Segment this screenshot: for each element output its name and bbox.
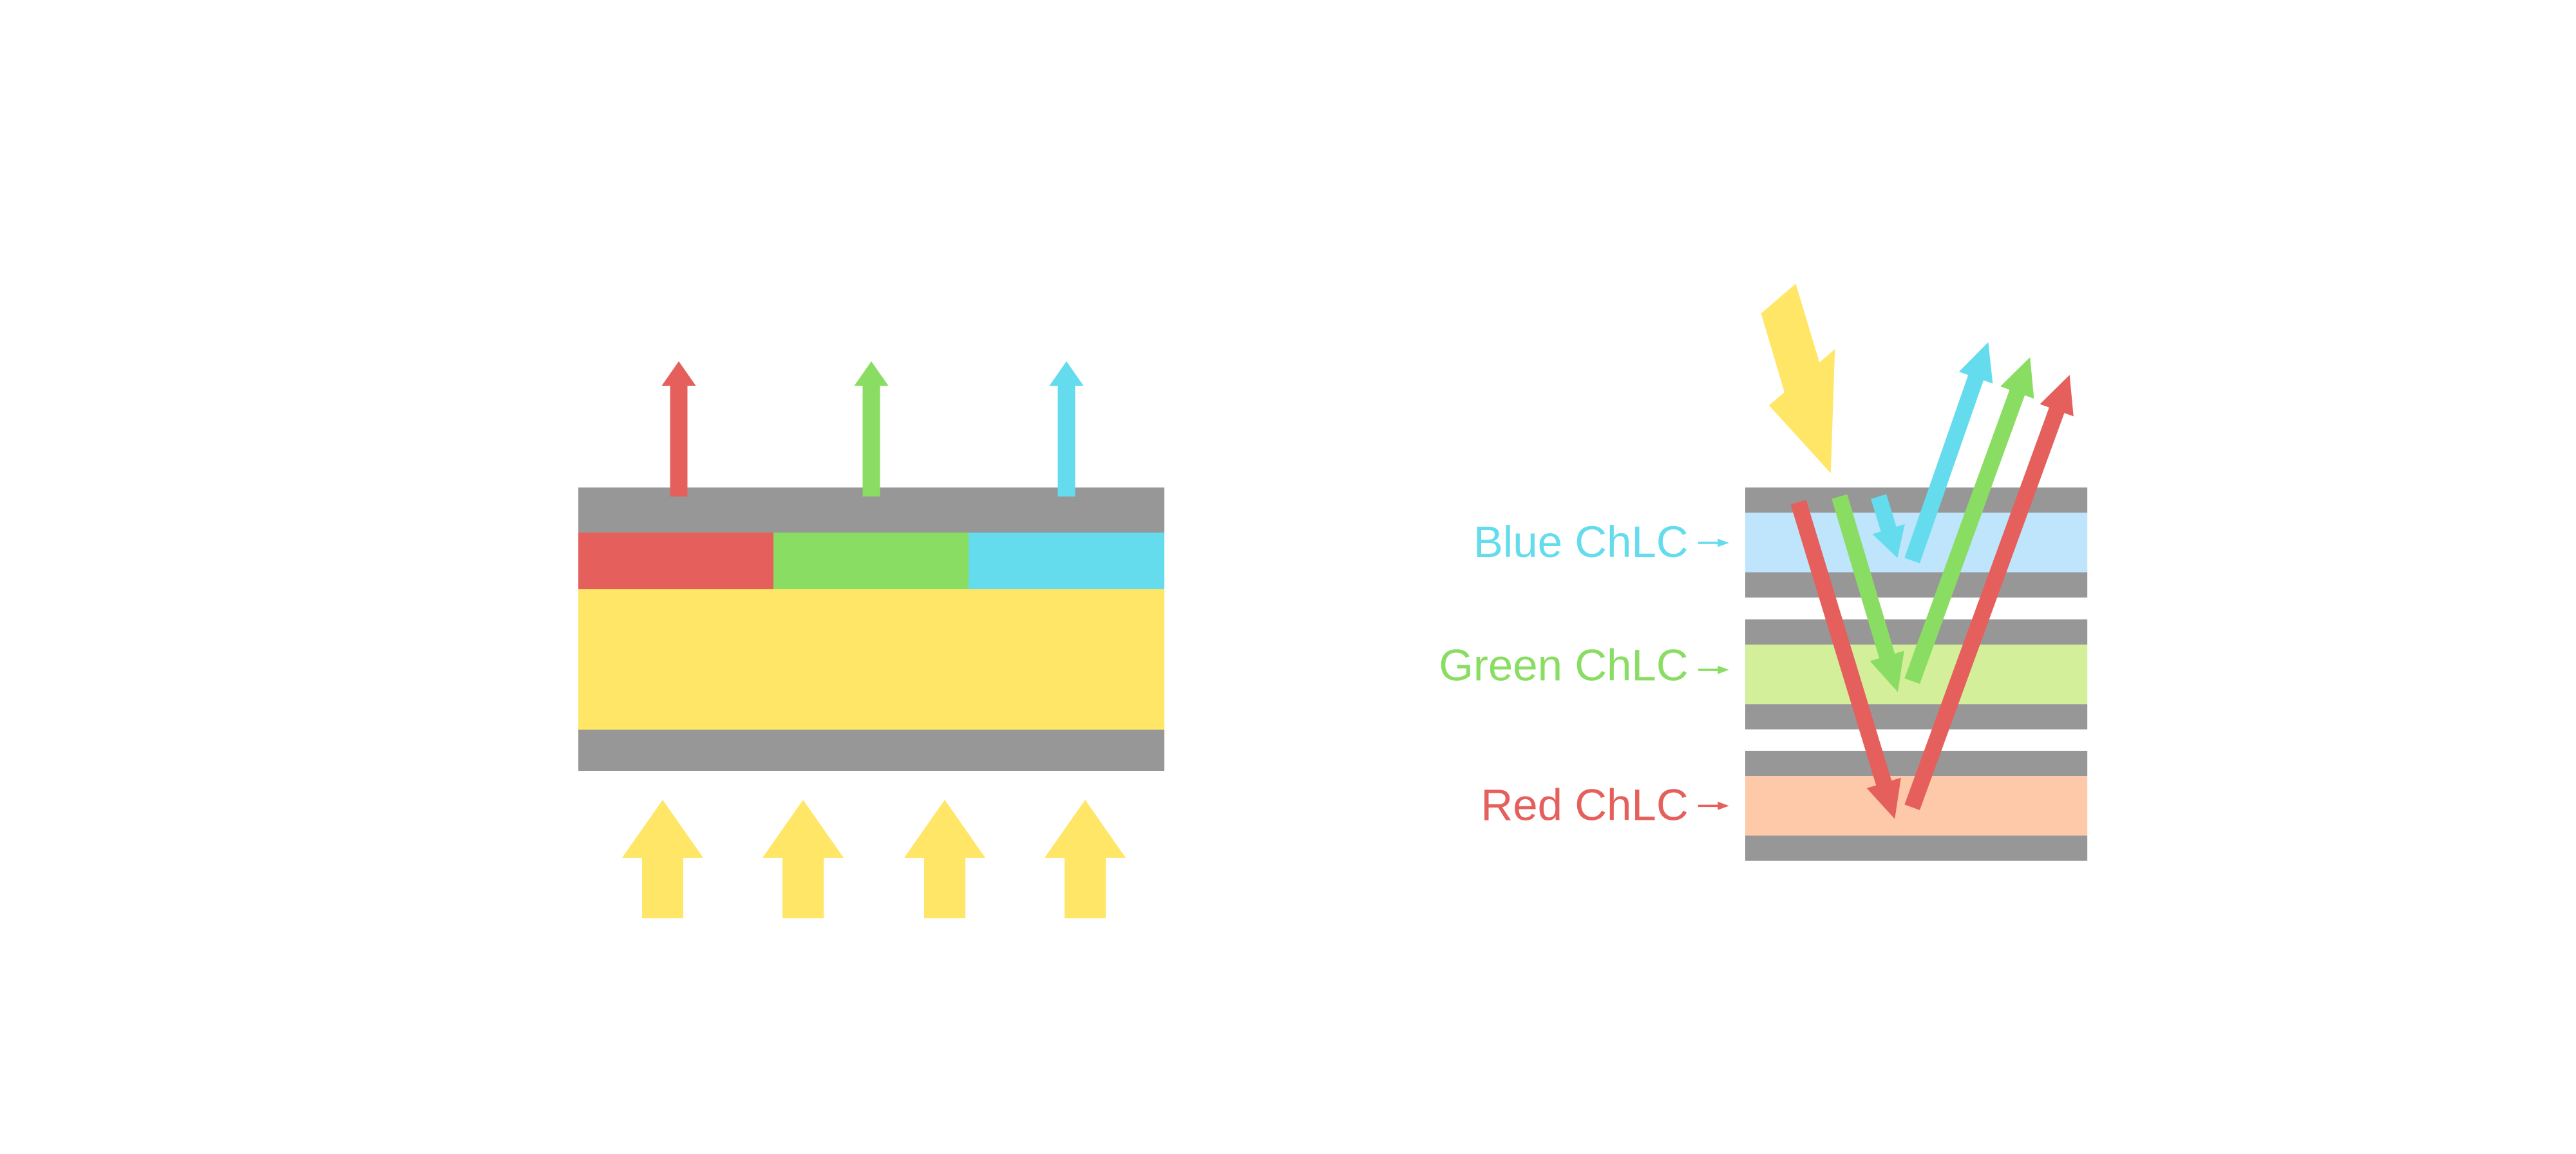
green-filter (773, 533, 969, 589)
right-diagram: Blue ChLC Green ChLC Red ChLC (1439, 283, 2088, 861)
backlight-arrow-1 (622, 800, 703, 918)
backlight-arrow-3 (904, 800, 985, 918)
blue-reflected-ray-arrow (1904, 342, 1993, 563)
red-label-pointer-arrow (1698, 801, 1729, 810)
blue-bottom-gray (1745, 572, 2088, 598)
blue-emitted-light-arrow (1049, 361, 1084, 497)
blue-chlc-label: Blue ChLC (1473, 517, 1689, 567)
red-top-gray (1745, 750, 2088, 777)
red-filter (578, 533, 773, 589)
blue-filter (969, 533, 1164, 589)
red-bottom-gray (1745, 835, 2088, 861)
blue-label-pointer-arrow (1698, 538, 1729, 547)
backlight-arrow-4 (1045, 800, 1126, 918)
green-emitted-light-arrow (854, 361, 889, 497)
bottom-gray-layer (578, 730, 1164, 771)
red-chlc-label: Red ChLC (1481, 780, 1688, 830)
green-label-pointer-arrow (1698, 665, 1729, 674)
incident-light-arrow (1761, 283, 1835, 473)
green-incident-ray-arrow (1832, 494, 1904, 692)
red-reflected-ray-arrow (1904, 375, 2074, 810)
left-diagram (578, 361, 1164, 918)
chlc-stack: Blue ChLC Green ChLC Red ChLC (1439, 283, 2088, 861)
backlight-arrow-2 (762, 800, 844, 918)
blue-incident-ray-arrow (1871, 494, 1905, 558)
red-incident-ray-arrow (1790, 500, 1901, 819)
yellow-layer (578, 589, 1164, 730)
green-bottom-gray (1745, 704, 2088, 730)
green-reflected-ray-arrow (1904, 357, 2034, 684)
green-chlc-label: Green ChLC (1439, 641, 1688, 690)
red-emitted-light-arrow (661, 361, 696, 497)
green-top-gray (1745, 619, 2088, 645)
